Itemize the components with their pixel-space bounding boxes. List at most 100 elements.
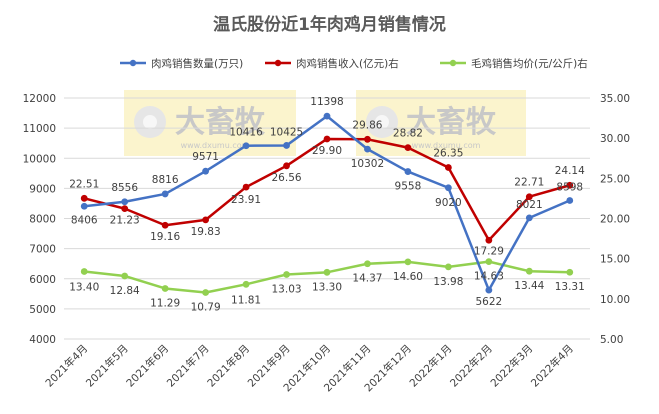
watermark-left: 大畜牧 www.dxumu.com [124,90,296,156]
data-label: 5622 [475,296,502,308]
data-point [485,258,493,266]
data-point [404,168,412,175]
watermark-url: www.dxumu.com [412,141,481,150]
data-point [242,142,250,150]
data-label: 13.40 [69,282,99,294]
x-tick-label: 2022年2月 [447,342,495,390]
data-label: 9558 [395,181,422,193]
left-tick-label: 10000 [23,153,56,165]
x-tick-label: 2021年7月 [164,342,212,390]
right-axis-ticks: 5.00 10.00 15.00 20.00 25.00 30.00 35.00 [600,93,630,346]
data-point [80,202,88,210]
data-point [525,193,533,201]
data-label: 13.98 [433,276,463,288]
data-label: 26.35 [433,147,463,159]
data-point [364,145,371,153]
data-point [364,135,371,143]
data-point [323,135,331,143]
legend: 肉鸡销售数量(万只) 肉鸡销售收入(亿元)右 毛鸡销售均价(元/公斤)右 [120,57,588,70]
data-label: 9571 [192,151,219,163]
data-labels: 8406 8556 8816 9571 10416 10425 11398 10302 9558… [69,96,585,313]
data-label: 22.51 [69,178,99,190]
chart-title: 温氏股份近1年肉鸡月销售情况 [213,14,446,35]
right-tick-label: 10.00 [600,294,630,306]
data-point [444,184,452,192]
data-label: 10425 [270,126,303,138]
data-point [121,198,129,206]
legend-swatch-marker [129,59,137,67]
left-tick-label: 9000 [29,183,56,195]
data-point [566,268,574,276]
data-point [242,280,250,288]
right-tick-label: 5.00 [600,334,623,346]
watermark-brand: 大畜牧 [406,105,497,140]
data-label: 23.91 [231,194,261,206]
data-label: 14.37 [352,273,382,285]
x-tick-label: 2022年4月 [528,342,576,390]
data-label: 10302 [351,158,384,170]
left-tick-label: 12000 [23,93,56,105]
right-tick-label: 35.00 [600,93,630,105]
legend-label: 毛鸡销售均价(元/公斤)右 [471,57,588,70]
data-label: 8816 [152,174,179,186]
data-label: 8556 [111,182,138,194]
series-points [80,112,574,296]
data-label: 11.81 [231,294,261,306]
data-point [566,181,574,189]
left-tick-label: 8000 [29,214,56,226]
data-label: 10416 [229,127,263,139]
data-label: 13.03 [272,283,302,295]
data-label: 13.31 [555,281,585,293]
data-label: 19.16 [150,231,180,243]
data-label: 13.30 [312,281,342,293]
left-tick-label: 7000 [29,244,56,256]
watermark-brand: 大畜牧 [175,105,266,140]
data-point [444,164,452,171]
legend-swatch-marker [449,59,457,67]
right-tick-label: 25.00 [600,173,630,185]
data-label: 14.63 [474,271,504,283]
data-label: 21.23 [110,215,140,227]
watermark-url: www.dxumu.com [181,141,250,150]
data-point [404,258,412,266]
x-tick-label: 2021年6月 [124,342,172,390]
left-tick-label: 4000 [29,334,56,346]
watermark-right: 大畜牧 www.dxumu.com [356,90,526,156]
x-tick-label: 2021年4月 [43,342,91,390]
data-label: 29.86 [352,119,382,131]
data-point [404,144,412,152]
data-point [161,221,169,229]
data-label: 12.84 [110,285,140,297]
data-point [80,268,88,275]
x-axis-ticks: 2021年4月2021年5月2021年6月2021年7月2021年8月2021年… [43,342,576,394]
data-point [323,268,331,276]
data-point [121,272,129,280]
legend-label: 肉鸡销售收入(亿元)右 [296,57,399,70]
left-tick-label: 5000 [29,304,56,316]
data-point [161,190,169,198]
data-point [485,236,493,244]
data-point [80,194,88,202]
data-point [202,167,210,175]
data-label: 24.14 [555,165,585,177]
data-point [283,142,290,149]
right-tick-label: 20.00 [600,214,630,226]
data-point [202,289,210,296]
data-label: 17.29 [474,245,504,257]
data-label: 22.71 [514,177,544,189]
data-point [525,267,533,275]
x-tick-label: 2021年8月 [205,342,253,390]
data-label: 19.83 [191,226,221,238]
data-point [323,112,331,120]
data-point [485,286,493,294]
data-point [242,183,250,191]
data-point [525,214,533,222]
data-label: 11398 [310,96,343,108]
data-point [566,197,574,204]
data-point [283,162,290,170]
left-tick-label: 11000 [23,123,56,135]
legend-label: 肉鸡销售数量(万只) [151,57,243,70]
watermarks: 大畜牧 www.dxumu.com 大畜牧 www.dxumu.com [124,90,526,156]
